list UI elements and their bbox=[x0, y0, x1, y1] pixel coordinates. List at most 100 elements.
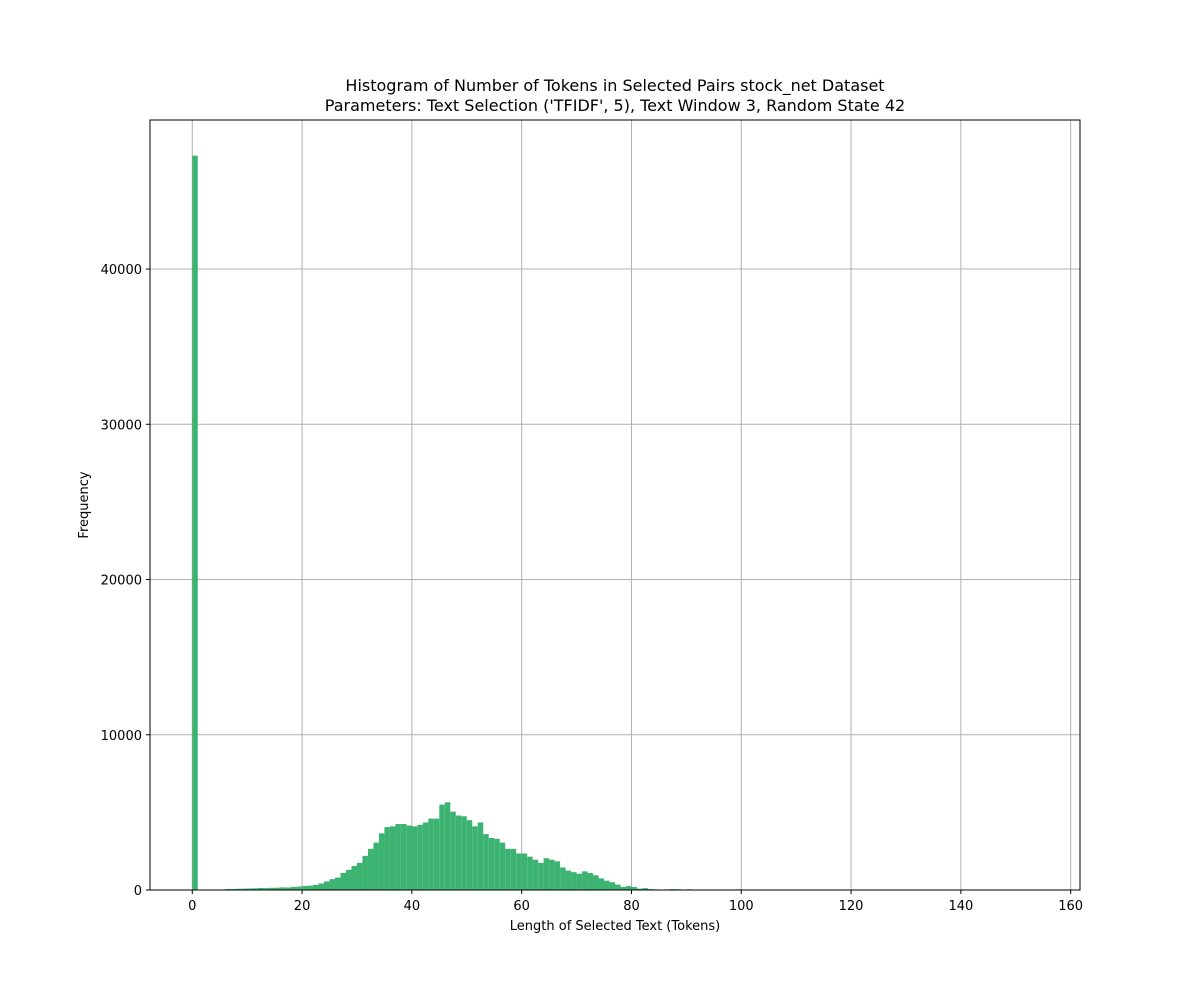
histogram-bar bbox=[230, 888, 237, 890]
histogram-bar bbox=[252, 888, 259, 890]
histogram-bar bbox=[318, 883, 325, 890]
histogram-bar bbox=[582, 871, 588, 890]
histogram-bar bbox=[505, 848, 511, 890]
x-tick-label: 20 bbox=[294, 899, 311, 914]
x-ticks: 0 20 40 60 80 100 120 140 160 bbox=[188, 890, 1083, 914]
histogram-bar bbox=[236, 888, 242, 890]
histogram-bar bbox=[428, 818, 434, 890]
histogram-bar bbox=[543, 858, 550, 890]
histogram-bar bbox=[499, 842, 506, 890]
histogram-bar bbox=[636, 888, 643, 890]
y-ticks: 0 10000 20000 30000 40000 bbox=[101, 263, 150, 899]
x-tick-label: 0 bbox=[188, 899, 196, 914]
histogram-bar bbox=[565, 870, 572, 890]
histogram-bar bbox=[587, 872, 594, 890]
histogram-bar bbox=[488, 837, 495, 890]
y-axis-label: Frequency bbox=[77, 471, 92, 538]
histogram-bar bbox=[296, 886, 303, 890]
chart-title-line1: Histogram of Number of Tokens in Selecte… bbox=[345, 76, 884, 96]
x-tick-label: 140 bbox=[948, 899, 973, 914]
histogram-bar bbox=[280, 887, 286, 890]
histogram-bar bbox=[422, 822, 429, 890]
y-tick-label: 40000 bbox=[101, 263, 142, 278]
histogram-bar bbox=[461, 816, 467, 890]
histogram-bar bbox=[604, 880, 610, 890]
histogram-bar bbox=[576, 873, 583, 890]
histogram-bar bbox=[356, 862, 363, 890]
histogram-bar bbox=[549, 859, 555, 890]
histogram-bar bbox=[554, 861, 561, 890]
x-tick-label: 100 bbox=[729, 899, 754, 914]
grid-layer bbox=[150, 120, 1080, 891]
histogram-bar bbox=[433, 818, 440, 890]
x-axis-label: Length of Selected Text (Tokens) bbox=[510, 919, 720, 934]
histogram-bar bbox=[642, 888, 648, 890]
histogram-bar bbox=[450, 811, 456, 890]
histogram-bar bbox=[241, 888, 248, 890]
histogram-bar bbox=[439, 804, 445, 890]
histogram-bar bbox=[406, 825, 412, 890]
x-tick-label: 60 bbox=[513, 899, 530, 914]
histogram-bar bbox=[444, 802, 451, 890]
chart-title-line2: Parameters: Text Selection ('TFIDF', 5),… bbox=[325, 96, 905, 115]
histogram-bar bbox=[192, 155, 198, 891]
x-tick-label: 80 bbox=[623, 899, 640, 914]
histogram-bar bbox=[324, 881, 330, 890]
histogram-bar bbox=[521, 853, 528, 890]
histogram-bar bbox=[625, 886, 632, 890]
y-tick-label: 30000 bbox=[101, 418, 142, 433]
histogram-bar bbox=[351, 865, 357, 890]
histogram-bar bbox=[313, 884, 319, 890]
histogram-bar bbox=[389, 826, 396, 890]
histogram-bar bbox=[483, 834, 489, 890]
histogram-bar bbox=[472, 826, 478, 890]
y-tick-label: 0 bbox=[134, 884, 142, 899]
histogram-bar bbox=[609, 882, 615, 890]
histogram-bar bbox=[510, 848, 517, 890]
histogram-bar bbox=[466, 820, 473, 890]
x-tick-label: 120 bbox=[839, 899, 864, 914]
histogram-bar bbox=[494, 838, 500, 890]
histogram-bar bbox=[384, 827, 390, 890]
histogram-bar bbox=[417, 824, 423, 890]
histogram-bar bbox=[455, 815, 462, 890]
histogram-bar bbox=[373, 842, 379, 890]
histogram-bar bbox=[335, 877, 341, 890]
histogram-bar bbox=[274, 887, 281, 890]
histogram-bar bbox=[285, 887, 292, 890]
histogram-bar bbox=[291, 886, 297, 890]
histogram-bar bbox=[247, 888, 253, 890]
histogram-bar bbox=[598, 878, 605, 890]
histogram-bar bbox=[411, 826, 418, 890]
histogram-bar bbox=[302, 885, 308, 890]
histogram-bar bbox=[269, 887, 275, 890]
histogram-bar bbox=[620, 886, 626, 890]
histogram-bar bbox=[571, 872, 577, 890]
histogram-bar bbox=[400, 824, 407, 890]
histogram-bar bbox=[263, 888, 270, 890]
histogram-bar bbox=[527, 856, 533, 890]
bars-layer bbox=[192, 155, 1044, 891]
histogram-bar bbox=[345, 869, 352, 890]
histogram-bar bbox=[516, 853, 522, 890]
histogram-bar bbox=[378, 833, 385, 890]
histogram-bar bbox=[258, 887, 264, 890]
histogram-bar bbox=[532, 859, 539, 890]
y-tick-label: 20000 bbox=[101, 574, 142, 589]
histogram-bar bbox=[560, 867, 566, 890]
histogram-bar bbox=[593, 875, 599, 890]
histogram-bar bbox=[362, 855, 368, 890]
histogram-bar bbox=[329, 879, 336, 890]
x-tick-label: 160 bbox=[1058, 899, 1083, 914]
histogram-bar bbox=[395, 824, 401, 890]
y-tick-label: 10000 bbox=[101, 729, 142, 744]
histogram-bar bbox=[631, 886, 637, 890]
histogram-bar bbox=[477, 822, 484, 890]
histogram-bar bbox=[367, 848, 374, 890]
histogram-bar bbox=[340, 872, 346, 890]
histogram-bar bbox=[615, 884, 621, 890]
histogram-bar bbox=[538, 862, 544, 890]
x-tick-label: 40 bbox=[404, 899, 421, 914]
